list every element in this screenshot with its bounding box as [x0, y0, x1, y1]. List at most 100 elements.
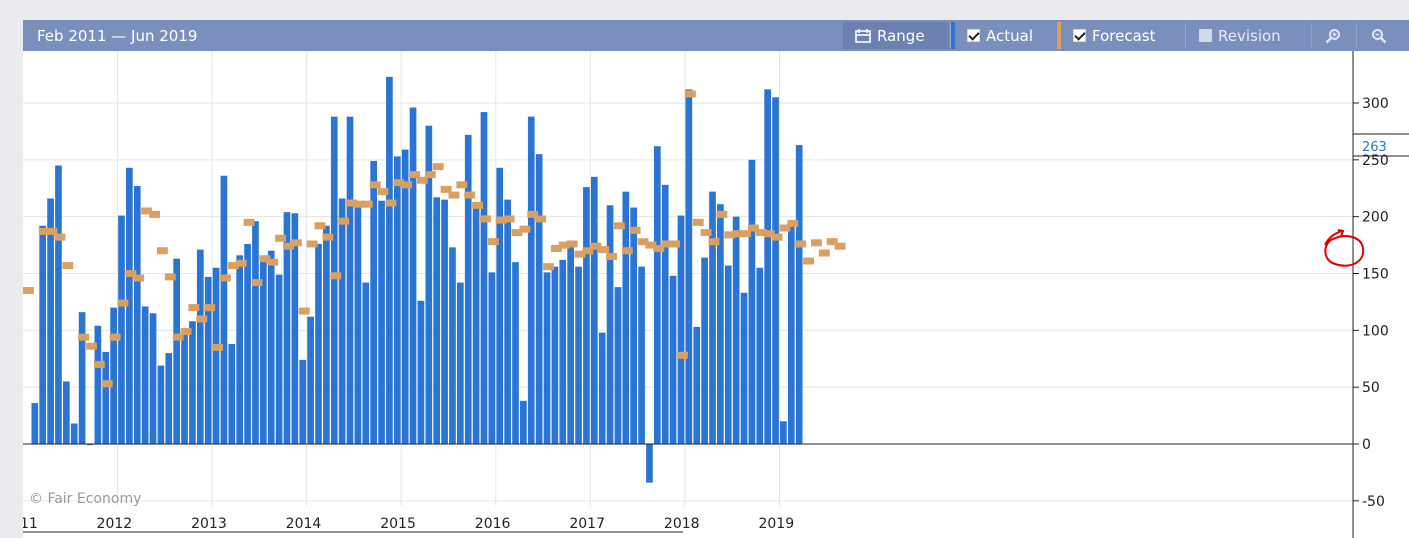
actual-bar [709, 191, 716, 444]
actual-bar [260, 258, 267, 444]
actual-bar [204, 276, 212, 444]
zoom-in-button[interactable] [1313, 22, 1355, 49]
actual-bar [386, 76, 393, 445]
actual-bar [622, 191, 630, 444]
actual-toggle-label: Actual [986, 26, 1033, 45]
y-tick-label: 250 [1362, 153, 1389, 169]
actual-bar [795, 145, 803, 444]
x-tick-label: 2015 [380, 516, 416, 532]
x-tick-label: 2018 [664, 516, 700, 532]
actual-bar [417, 300, 425, 444]
x-tick-label: 2012 [97, 516, 133, 532]
forecast-marker [117, 299, 129, 307]
actual-bar [110, 307, 117, 444]
actual-bar [228, 343, 236, 444]
actual-bar [717, 204, 724, 444]
forecast-marker [606, 252, 617, 260]
actual-bar [133, 185, 141, 444]
actual-bar [748, 159, 756, 444]
zoom-out-button[interactable] [1357, 22, 1407, 49]
actual-bar [70, 423, 78, 444]
x-tick-label: 2019 [758, 516, 794, 532]
chart-plot: -50 0 50 100 150 200 250 300 11 2012 2013 2014 2015 2… [23, 51, 1409, 538]
actual-bar [267, 250, 275, 444]
actual-bar [504, 199, 511, 444]
forecast-marker [385, 199, 397, 207]
actual-bar [126, 167, 133, 444]
forecast-toggle[interactable]: Forecast [1057, 22, 1185, 49]
forecast-marker [771, 233, 783, 241]
annotation-circle [1324, 235, 1365, 267]
forecast-marker [527, 210, 539, 218]
forecast-marker [755, 229, 767, 237]
forecast-marker [38, 227, 50, 235]
forecast-marker [440, 185, 452, 193]
actual-bar [409, 107, 417, 444]
actual-bar [275, 274, 283, 444]
actual-bar [378, 200, 385, 444]
revision-checkbox[interactable] [1199, 29, 1212, 42]
actual-bar [732, 216, 740, 444]
actual-bar [590, 176, 598, 445]
actual-bar [354, 206, 362, 444]
revision-toggle[interactable]: Revision [1187, 22, 1309, 49]
forecast-marker [574, 250, 586, 258]
range-button[interactable]: Range [843, 22, 949, 49]
forecast-marker [787, 219, 799, 227]
chart-toolbar: Feb 2011 — Jun 2019 Range Actual Forecas… [23, 20, 1409, 51]
actual-bar [488, 272, 496, 444]
actual-bar [173, 258, 180, 444]
zoom-out-icon [1372, 28, 1387, 43]
forecast-marker [472, 201, 484, 209]
actual-bar [724, 265, 732, 444]
actual-bar [740, 292, 748, 444]
forecast-marker [235, 259, 247, 267]
actual-bar [787, 221, 795, 444]
calendar-icon [855, 29, 871, 43]
forecast-marker [243, 218, 255, 226]
actual-bar [401, 149, 409, 444]
actual-bar [323, 225, 330, 444]
forecast-checkbox[interactable] [1073, 29, 1086, 42]
actual-bar [480, 112, 488, 444]
actual-bar [118, 215, 125, 444]
forecast-marker [661, 240, 673, 248]
forecast-marker [330, 272, 342, 280]
actual-bar [78, 312, 86, 444]
forecast-marker [716, 210, 728, 218]
y-tick-label: -50 [1362, 494, 1385, 510]
actual-bar [157, 365, 165, 444]
forecast-marker [495, 216, 507, 224]
forecast-marker [275, 234, 287, 242]
forecast-marker [700, 229, 712, 237]
forecast-marker [306, 240, 318, 248]
actual-bar [346, 116, 354, 444]
y-tick-label: 300 [1362, 96, 1389, 112]
forecast-marker [582, 247, 594, 255]
actual-bar [583, 187, 590, 444]
x-tick-label: 11 [23, 516, 38, 532]
forecast-marker [653, 244, 665, 252]
actual-bar [31, 403, 39, 444]
forecast-marker [803, 257, 814, 265]
forecast-marker [811, 239, 822, 247]
forecast-marker [448, 191, 460, 199]
actual-bar [464, 134, 472, 444]
forecast-marker [283, 242, 294, 250]
actual-bar [362, 282, 370, 444]
actual-bar [236, 255, 244, 444]
forecast-marker [535, 215, 547, 223]
forecast-marker [401, 181, 413, 189]
x-tick-label: 2017 [569, 516, 605, 532]
actual-bar [441, 199, 448, 444]
actual-bar [425, 125, 433, 444]
forecast-marker [393, 179, 405, 187]
forecast-marker [826, 238, 838, 246]
actual-bar [551, 266, 559, 444]
actual-bar [94, 325, 102, 444]
actual-toggle[interactable]: Actual [951, 22, 1055, 49]
actual-checkbox[interactable] [967, 29, 980, 42]
actual-bar [252, 221, 259, 444]
revision-toggle-label: Revision [1218, 26, 1281, 45]
forecast-marker [314, 222, 326, 230]
